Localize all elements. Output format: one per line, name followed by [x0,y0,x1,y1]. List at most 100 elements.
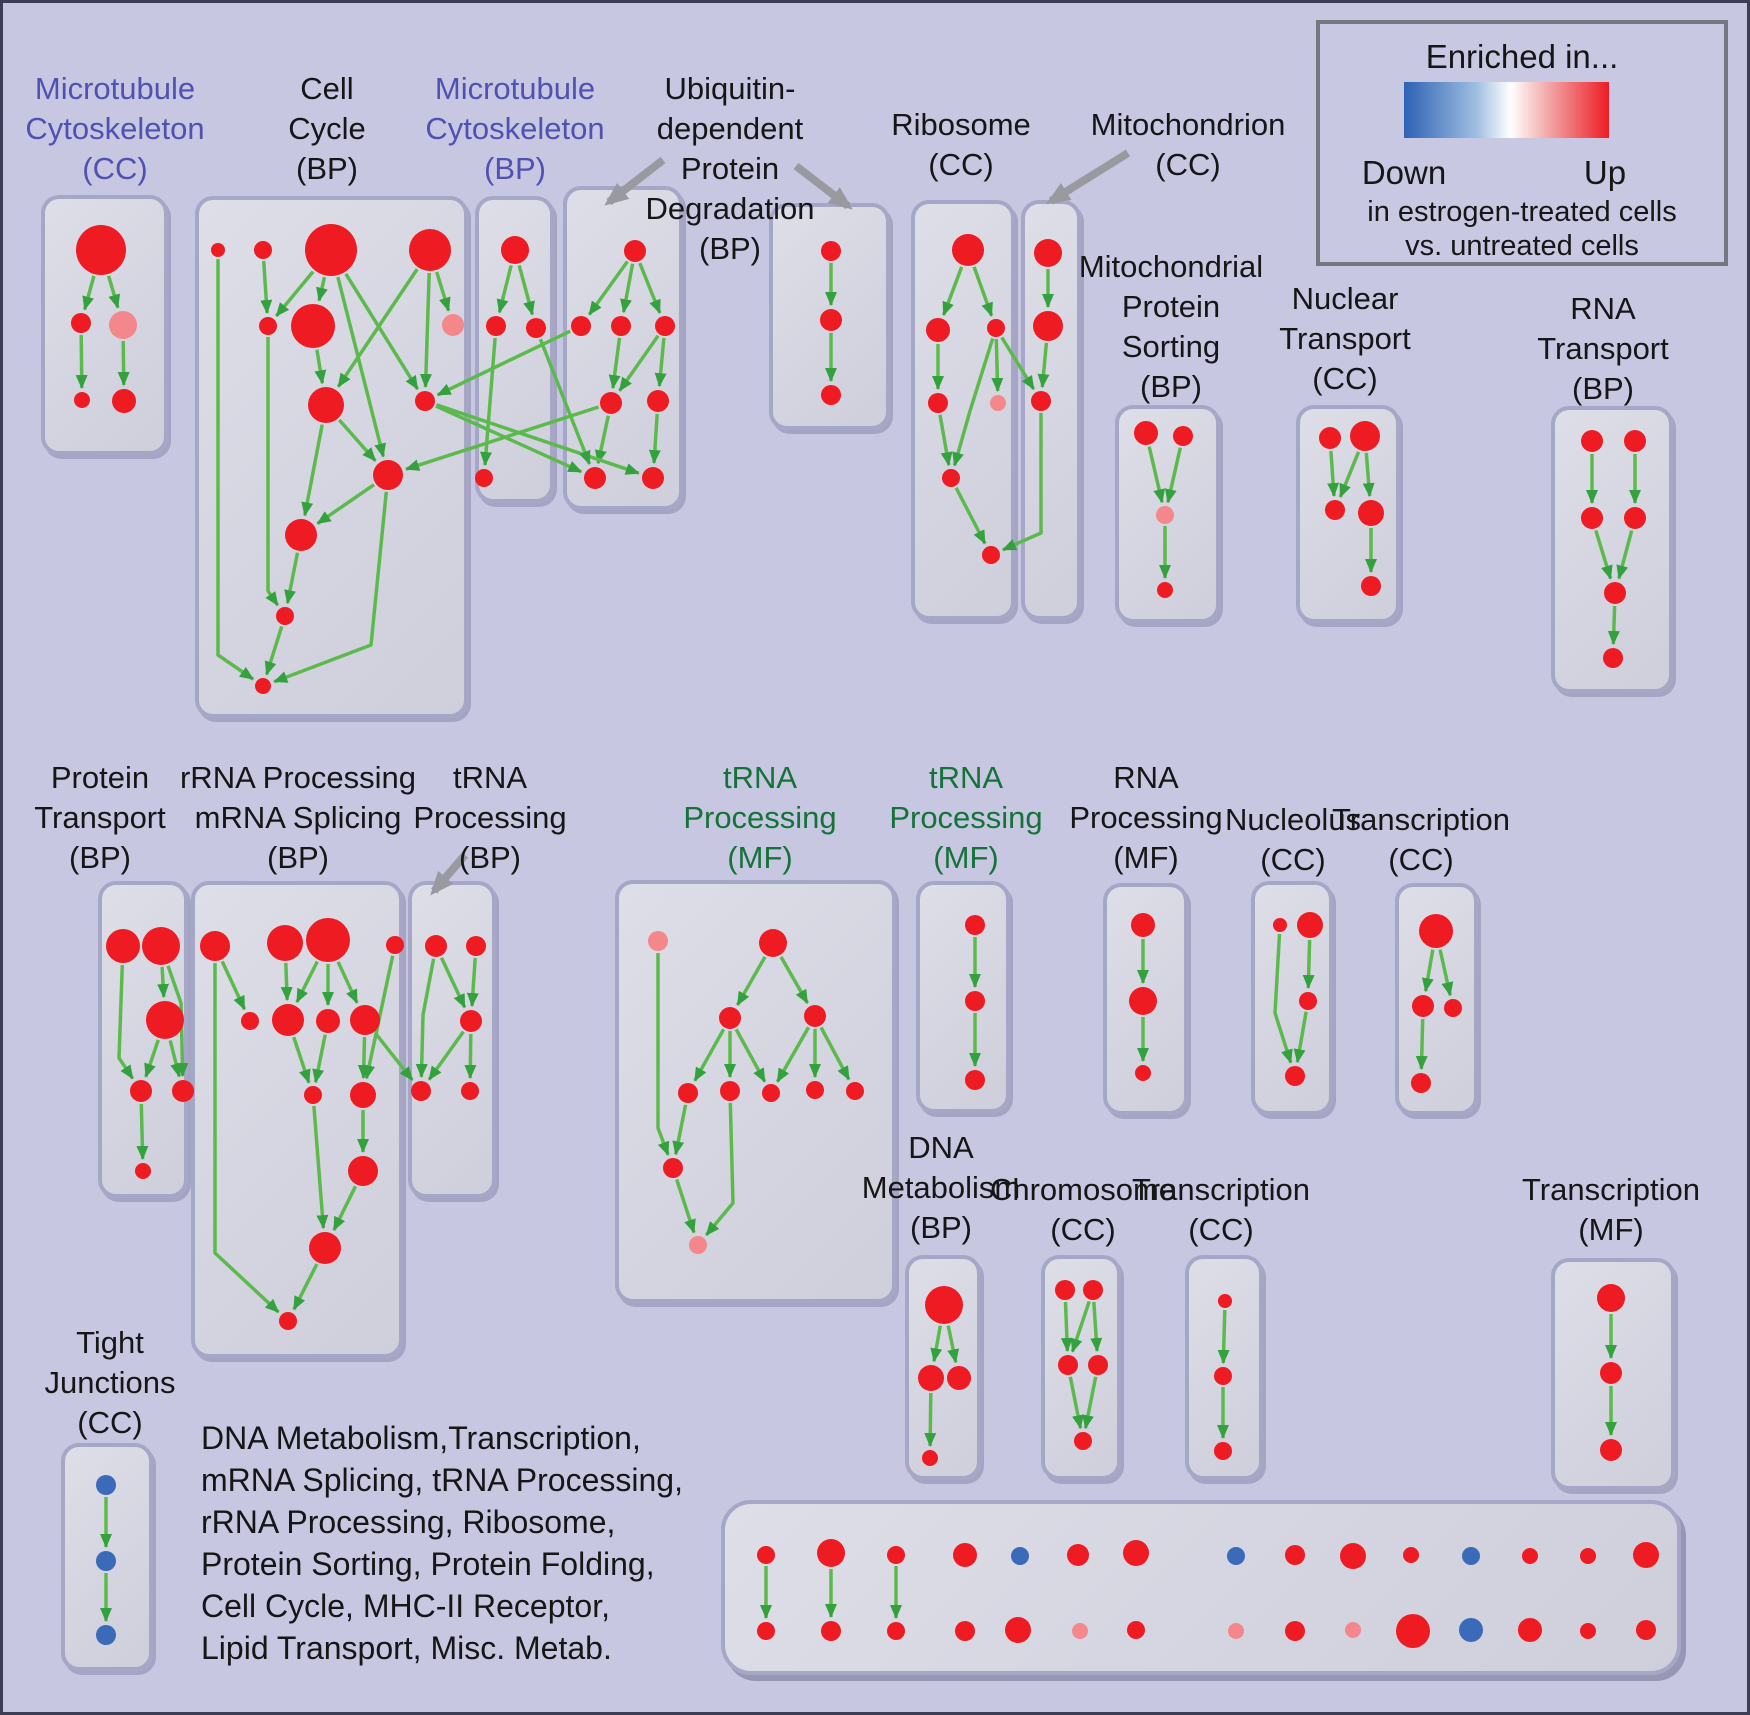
chromosome-node-3 [1088,1355,1108,1375]
trna-bp-node-3 [411,1081,431,1101]
trna-mf-large-edge [693,1028,726,1082]
cell-cycle-node-2 [305,224,357,276]
rrna-mrna-box [191,881,403,1358]
protein-transport-node-1 [142,927,180,965]
dna-metabolism-edge [924,1392,937,1447]
transcription-cc-upper-edge [1415,1018,1428,1070]
nucleolus-edge [1302,939,1315,989]
ribosome-node-6 [982,546,1000,564]
tight-junctions-node-0 [96,1475,116,1495]
cell-cycle-edge [265,337,280,607]
transcription-cc-upper-node-3 [1411,1073,1431,1093]
cell-cycle-label: Cell Cycle (BP) [288,71,366,186]
cell-cycle-node-1 [254,241,272,259]
cross-edge-ubiquitin-degradation-cell-cycle [436,329,571,397]
ribosome-node-5 [942,469,960,487]
mito-protein-sorting-node-3 [1157,582,1173,598]
protein-transport-node-2 [146,1001,184,1039]
rna-transport-node-5 [1603,648,1623,668]
cell-cycle-node-10 [285,519,317,551]
cell-cycle-edge [301,424,324,517]
ubiquitin-degradation-node-7 [642,467,664,489]
trna-mf-large-edge [672,1104,688,1156]
nuclear-transport-node-3 [1358,500,1384,526]
trna-mf-large-node-6 [762,1084,780,1102]
microtubule-bp-edge [517,264,535,316]
microtubule-bp-edge [496,265,513,314]
nucleolus-node-3 [1285,1066,1305,1086]
rrna-mrna-node-3 [386,936,404,954]
dna-metabolism-edge [946,1325,960,1364]
mixed-bottom-node-29 [1636,1620,1656,1640]
mitochondrion-node-2 [1031,391,1051,411]
ubiquitin-degradation-node-2 [611,316,631,336]
mixed-bottom-node-21 [1396,1614,1430,1648]
ubiquitin-degradation-edge [648,413,661,464]
network-layer [71,149,1659,1648]
trna-mf-large-node-7 [806,1081,824,1099]
trna-mf-large-node-10 [689,1236,707,1254]
trna-bp-label: tRNA Processing (BP) [413,760,567,875]
chromosome-node-2 [1058,1355,1078,1375]
mitochondrion-node-1 [1033,311,1063,341]
trna-mf-large-edge [734,1028,767,1083]
cross-edge-ribosome-mitochondrion [1000,336,1036,391]
mito-protein-sorting-node-0 [1134,421,1158,445]
mixed-bottom-node-15 [1228,1623,1244,1639]
legend-subtitle-1: in estrogen-treated cells [1367,196,1677,228]
ubiquitin-degradation-2-node-0 [821,241,841,261]
cell-cycle-edge [344,272,420,391]
rrna-mrna-edge [292,1263,319,1311]
nuclear-transport-node-1 [1350,421,1380,451]
ribosome-edge [954,486,987,545]
nuclear-transport-edge [1338,451,1361,498]
transcription-cc-upper-edge [1438,949,1454,997]
merged-clusters-note: DNA Metabolism,Transcription, mRNA Splic… [201,1420,683,1666]
transcription-cc-upper-label: Transcription (CC) [1331,802,1511,877]
trna-mf-large-node-4 [678,1083,698,1103]
cell-cycle-edge [316,276,328,302]
ubiquitin-degradation-edge [620,263,635,314]
rrna-mrna-node-11 [309,1232,341,1264]
protein-transport-node-0 [106,929,140,963]
nucleolus-edge [1293,1011,1308,1064]
rna-transport-edge [1594,529,1613,580]
mixed-bottom-node-19 [1345,1622,1361,1638]
cell-cycle-edge [419,272,432,388]
rrna-mrna-node-6 [316,1009,340,1033]
mixed-bottom-node-25 [1518,1618,1542,1642]
nuclear-transport-node-4 [1361,576,1381,596]
mitochondrion-edge [1037,342,1050,389]
chromosome-edge [1090,1301,1103,1352]
microtubule-bp-node-1 [486,316,506,336]
mixed-bottom-node-18 [1340,1543,1366,1569]
cell-cycle-edge [435,271,451,312]
rna-processing-mf-node-2 [1135,1065,1151,1081]
rrna-mrna-node-12 [279,1312,297,1330]
trna-mf-large-node-3 [804,1005,826,1027]
cell-cycle-node-5 [291,304,335,348]
transcription-mf-node-1 [1600,1362,1622,1384]
ubiquitin-degradation-node-1 [571,316,591,336]
ubiquitin-degradation-edge [587,260,629,316]
protein-transport-edge [157,966,170,998]
microtubule-bp-label: Microtubule Cytoskeleton (BP) [425,71,605,186]
microtubule-bp-node-2 [526,318,546,338]
mixed-bottom-node-3 [821,1621,841,1641]
dna-metabolism-edge [930,1325,943,1363]
legend-box: Enriched in... Down Up in estrogen-treat… [1316,20,1728,266]
legend-down-label: Down [1361,154,1447,191]
ubiquitin-degradation-edge [638,262,662,314]
rrna-mrna-edge [295,960,319,1003]
trna-bp-node-0 [425,935,447,957]
dna-metabolism-label: DNA Metabolism (BP) [861,1130,1021,1245]
nuclear-transport-label: Nuclear Transport (CC) [1279,281,1411,396]
mixed-bottom-node-9 [1005,1617,1031,1643]
cell-cycle-edge [264,625,284,676]
legend-gradient-bar [1404,82,1609,138]
cell-cycle-edge [274,270,315,318]
mixed-bottom-node-28 [1633,1542,1659,1568]
mitochondrion-box [1021,200,1081,620]
mixed-bottom-node-6 [953,1543,977,1567]
microtubule-cc-node-1 [71,313,91,333]
